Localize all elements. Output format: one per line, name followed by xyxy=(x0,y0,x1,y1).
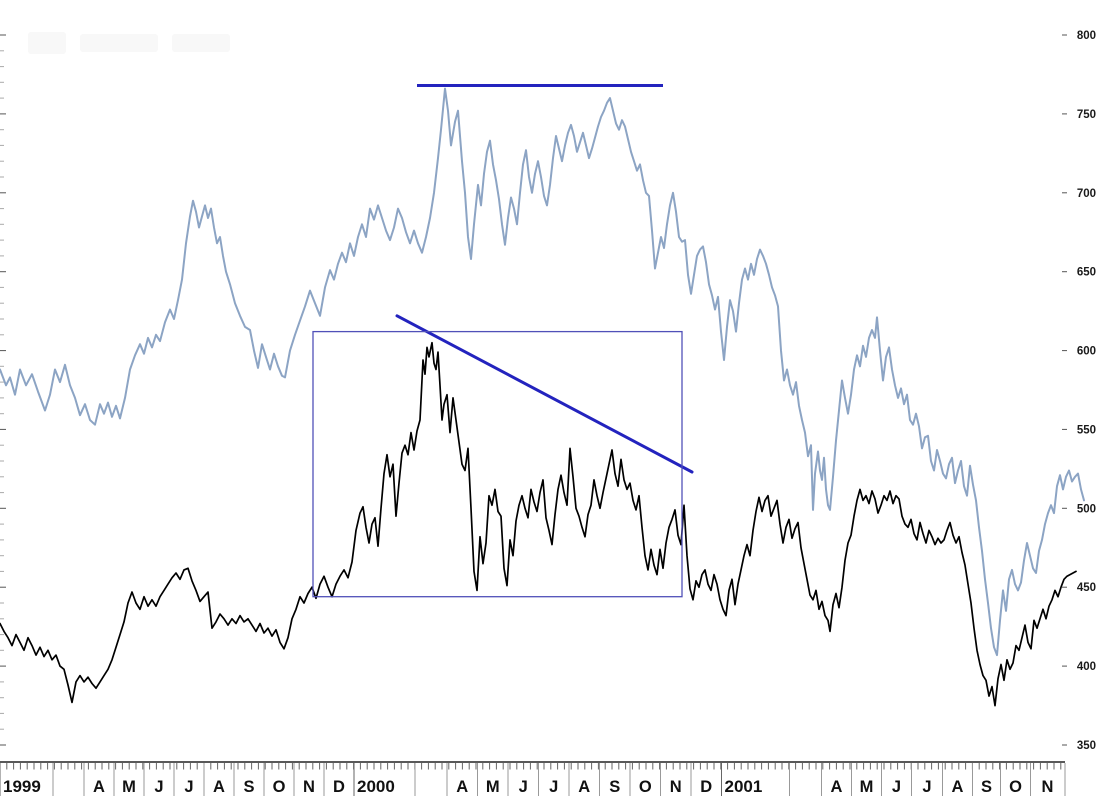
watermark-blob xyxy=(80,34,158,52)
y-axis-label: 600 xyxy=(1077,346,1096,358)
x-axis-month-label: J xyxy=(154,778,163,796)
x-axis-month-label: J xyxy=(519,778,528,796)
x-axis-month-label: O xyxy=(1009,778,1022,796)
x-axis-month-label: J xyxy=(184,778,193,796)
x-axis-month-label: N xyxy=(1042,778,1054,796)
consolidation-box xyxy=(312,330,683,598)
x-axis-month-label: M xyxy=(486,778,500,796)
x-axis-year-label: 1999 xyxy=(3,777,41,796)
watermark-blob xyxy=(172,34,230,52)
x-axis-month-label: S xyxy=(609,778,620,796)
x-axis-month-label: A xyxy=(213,778,225,796)
y-axis-label: 700 xyxy=(1077,188,1096,200)
y-axis-label: 450 xyxy=(1077,582,1096,594)
x-axis-month-label: A xyxy=(831,778,843,796)
y-axis-label: 650 xyxy=(1077,267,1096,279)
x-axis-month-label: D xyxy=(700,778,712,796)
watermark-blob xyxy=(28,32,66,54)
faint-watermark xyxy=(28,30,238,56)
y-axis-label: 400 xyxy=(1077,661,1096,673)
x-axis-year-label: 2000 xyxy=(357,777,395,796)
y-axis-label: 800 xyxy=(1077,30,1096,42)
x-axis-month-label: N xyxy=(303,778,315,796)
x-axis-month-label: A xyxy=(93,778,105,796)
x-axis-month-label: A xyxy=(952,778,964,796)
x-axis-month-label: S xyxy=(243,778,254,796)
x-axis-month-label: J xyxy=(549,778,558,796)
x-axis-month-label: O xyxy=(273,778,286,796)
y-axis-label: 550 xyxy=(1077,424,1096,436)
x-axis-month-label: J xyxy=(892,778,901,796)
series-upper-light-blue xyxy=(0,87,1085,657)
y-axis-label: 350 xyxy=(1077,740,1096,752)
x-axis-month-label: O xyxy=(639,778,652,796)
x-axis-month-label: M xyxy=(122,778,136,796)
downtrend-line xyxy=(395,314,694,474)
x-axis-month-label: A xyxy=(456,778,468,796)
x-axis-year-label: 2001 xyxy=(725,777,763,796)
y-axis-label: 750 xyxy=(1077,109,1096,121)
y-axis-label: 500 xyxy=(1077,503,1096,515)
x-axis-month-label: M xyxy=(860,778,874,796)
series-lower-black xyxy=(0,341,1077,707)
x-axis-month-label: S xyxy=(981,778,992,796)
x-axis-month-label: D xyxy=(333,778,345,796)
x-axis-month-label: N xyxy=(670,778,682,796)
x-axis-month-label: J xyxy=(922,778,931,796)
x-axis-month-label: A xyxy=(578,778,590,796)
